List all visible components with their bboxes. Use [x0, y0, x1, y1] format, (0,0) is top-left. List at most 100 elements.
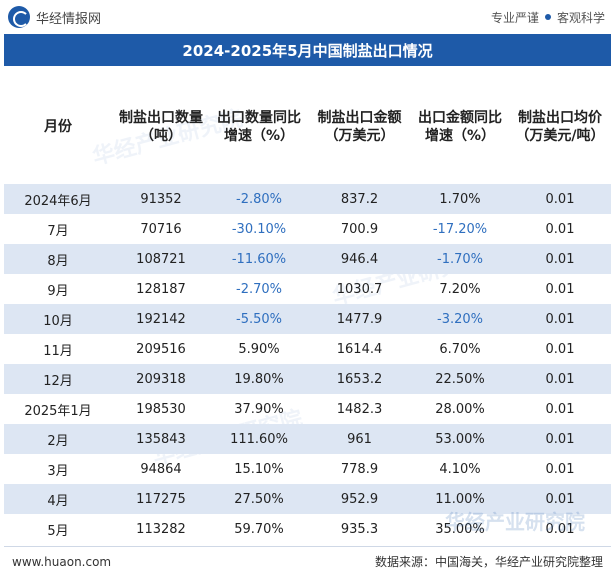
cell-month: 11月 [43, 343, 73, 359]
cell-amount-yoy: 28.00% [435, 401, 485, 417]
cell-month: 5月 [47, 523, 69, 539]
cell-quantity-yoy: -2.70% [236, 281, 282, 297]
footer: www.huaon.com 数据来源：中国海关，华经产业研究院整理 [4, 546, 611, 576]
cell-amount: 1614.4 [336, 341, 383, 357]
cell-quantity: 91352 [112, 184, 210, 214]
brand[interactable]: 华经情报网 [8, 6, 101, 28]
slogan-left: 专业严谨 [490, 10, 539, 25]
cell-amount: 700.9 [340, 221, 379, 237]
cell-quantity: 108721 [112, 244, 210, 274]
cell-amount-yoy: 22.50% [411, 364, 509, 394]
cell-amount: 935.3 [340, 521, 379, 537]
cell-quantity: 70716 [140, 221, 182, 237]
cell-avg-price: 0.01 [545, 221, 575, 237]
cell-quantity-yoy: -30.10% [231, 221, 287, 237]
cell-avg-price: 0.01 [509, 424, 611, 454]
cell-amount: 1653.2 [308, 364, 411, 394]
table-row: 12月 209318 19.80% 1653.2 22.50% 0.01 [4, 364, 611, 394]
cell-quantity-yoy: 19.80% [210, 364, 308, 394]
cell-amount: 961 [308, 424, 411, 454]
cell-avg-price: 0.01 [509, 244, 611, 274]
cell-avg-price: 0.01 [545, 461, 575, 477]
table-title: 2024-2025年5月中国制盐出口情况 [4, 34, 611, 66]
column-header-amount-yoy: 出口金额同比增速（%） [418, 110, 502, 144]
brand-logo-icon [8, 6, 30, 28]
cell-amount-yoy: -17.20% [432, 221, 488, 237]
website-link[interactable]: www.huaon.com [12, 554, 112, 569]
cell-month: 10月 [4, 304, 112, 334]
cell-amount: 952.9 [308, 484, 411, 514]
cell-quantity-yoy: -11.60% [210, 244, 308, 274]
cell-quantity: 192142 [112, 304, 210, 334]
data-source: 数据来源：中国海关，华经产业研究院整理 [374, 555, 603, 569]
bullet-dot-icon [544, 14, 551, 20]
column-header-month: 月份 [44, 119, 72, 135]
cell-quantity-yoy: 5.90% [238, 341, 280, 357]
cell-amount: 837.2 [308, 184, 411, 214]
cell-quantity: 198530 [136, 401, 186, 417]
cell-amount: 1477.9 [308, 304, 411, 334]
cell-amount: 778.9 [340, 461, 379, 477]
footer-watermark: 华经产业研究院 [445, 510, 585, 534]
cell-month: 4月 [4, 484, 112, 514]
cell-amount-yoy: 6.70% [439, 341, 481, 357]
column-header-avg-price: 制盐出口均价（万美元/吨） [515, 110, 605, 144]
cell-avg-price: 0.01 [509, 304, 611, 334]
cell-avg-price: 0.01 [509, 484, 611, 514]
cell-quantity-yoy: 111.60% [210, 424, 308, 454]
cell-month: 8月 [4, 244, 112, 274]
cell-amount-yoy: 35.00% [435, 521, 485, 537]
slogan-right: 客观科学 [556, 10, 605, 25]
data-table-container: 月份 制盐出口数量（吨） 出口数量同比增速（%） 制盐出口金额（万美元） 出口金… [4, 70, 611, 544]
cell-amount-yoy: 4.10% [439, 461, 481, 477]
table-row: 8月 108721 -11.60% 946.4 -1.70% 0.01 [4, 244, 611, 274]
cell-amount-yoy: -3.20% [411, 304, 509, 334]
table-header-row: 月份 制盐出口数量（吨） 出口数量同比增速（%） 制盐出口金额（万美元） 出口金… [4, 70, 611, 184]
cell-avg-price: 0.01 [545, 341, 575, 357]
cell-quantity-yoy: 15.10% [234, 461, 284, 477]
cell-month: 9月 [47, 283, 69, 299]
cell-amount-yoy: 53.00% [411, 424, 509, 454]
table-row: 4月 117275 27.50% 952.9 11.00% 0.01 [4, 484, 611, 514]
cell-month: 2024年6月 [4, 184, 112, 214]
cell-avg-price: 0.01 [545, 401, 575, 417]
cell-quantity-yoy: -2.80% [210, 184, 308, 214]
table-body: 2024年6月 91352 -2.80% 837.2 1.70% 0.01 7月 70716-… [4, 184, 611, 544]
cell-quantity: 117275 [112, 484, 210, 514]
table-row: 5月 113282 59.70% 935.3 35.00% 0.01 [4, 514, 611, 544]
cell-quantity-yoy: -5.50% [210, 304, 308, 334]
top-bar: 华经情报网 专业严谨 客观科学 [0, 0, 615, 34]
table-row: 2月 135843 111.60% 961 53.00% 0.01 [4, 424, 611, 454]
cell-avg-price: 0.01 [509, 364, 611, 394]
cell-quantity-yoy: 37.90% [234, 401, 284, 417]
table-row: 2025年1月 198530 37.90% 1482.3 28.00% 0.01 [4, 394, 611, 424]
table-row: 3月 94864 15.10% 778.9 4.10% 0.01 [4, 454, 611, 484]
column-header-quantity-yoy: 出口数量同比增速（%） [217, 110, 301, 144]
cell-month: 3月 [47, 463, 69, 479]
cell-quantity: 94864 [140, 461, 182, 477]
cell-avg-price: 0.01 [545, 281, 575, 297]
table-row: 7月 70716 -30.10% 700.9 -17.20% 0.01 [4, 214, 611, 244]
cell-quantity-yoy: 59.70% [234, 521, 284, 537]
cell-quantity: 113282 [136, 521, 186, 537]
cell-quantity: 209516 [136, 341, 186, 357]
cell-month: 7月 [47, 223, 69, 239]
slogan: 专业严谨 客观科学 [491, 9, 605, 26]
cell-month: 2025年1月 [24, 403, 92, 419]
table-row: 11月 209516 5.90% 1614.4 6.70% 0.01 [4, 334, 611, 364]
cell-amount: 946.4 [308, 244, 411, 274]
brand-name: 华经情报网 [36, 11, 102, 27]
cell-avg-price: 0.01 [509, 184, 611, 214]
table-row: 2024年6月 91352 -2.80% 837.2 1.70% 0.01 [4, 184, 611, 214]
column-header-quantity: 制盐出口数量（吨） [119, 110, 203, 144]
table-row: 9月 128187 -2.70% 1030.7 7.20% 0.01 [4, 274, 611, 304]
cell-quantity-yoy: 27.50% [210, 484, 308, 514]
cell-quantity: 209318 [112, 364, 210, 394]
cell-avg-price: 0.01 [545, 521, 575, 537]
cell-month: 12月 [4, 364, 112, 394]
cell-amount-yoy: 1.70% [411, 184, 509, 214]
data-table: 月份 制盐出口数量（吨） 出口数量同比增速（%） 制盐出口金额（万美元） 出口金… [4, 70, 611, 544]
cell-amount: 1482.3 [336, 401, 383, 417]
cell-amount-yoy: 7.20% [439, 281, 481, 297]
cell-quantity: 135843 [112, 424, 210, 454]
